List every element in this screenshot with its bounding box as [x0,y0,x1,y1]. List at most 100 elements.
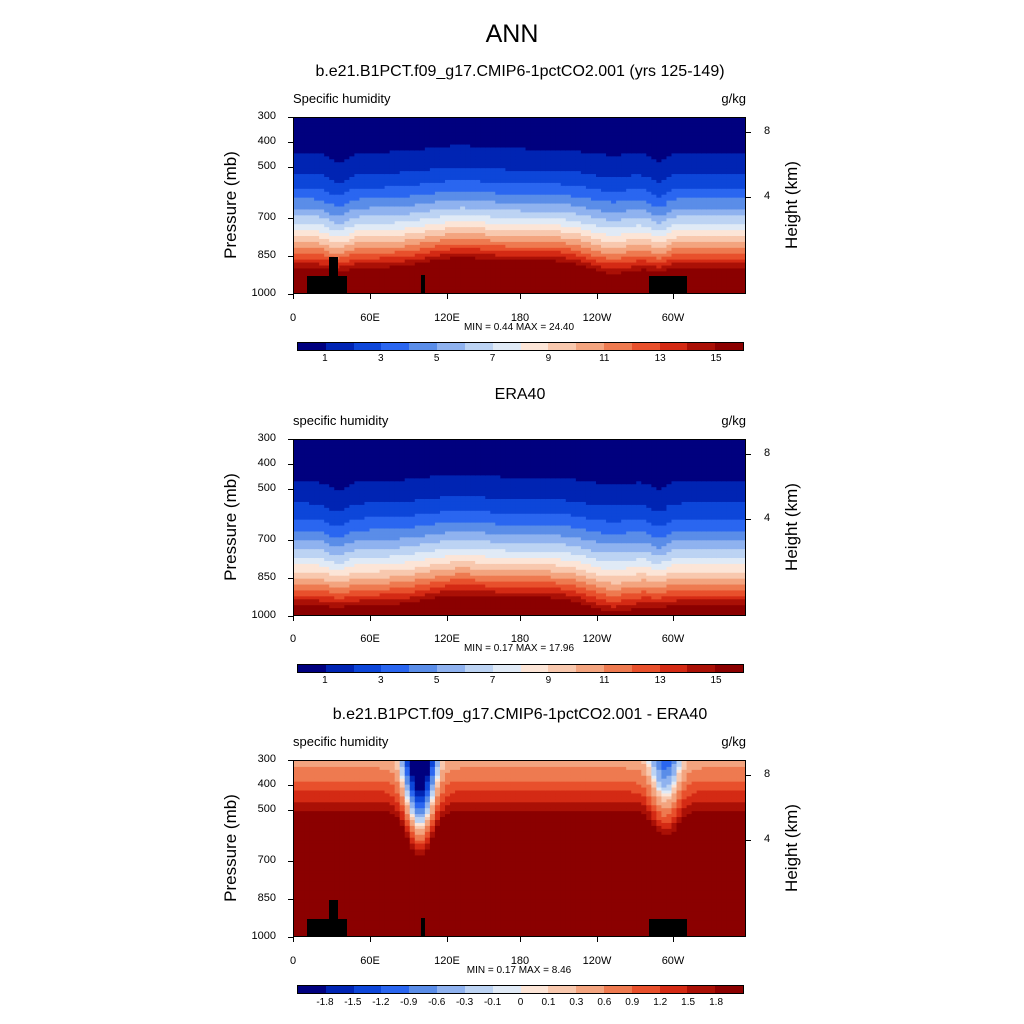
x-tick-label: 60W [661,312,685,324]
page-title: ANN [485,20,539,48]
height-tick-label: 4 [764,512,771,524]
height-tick-mark [746,197,751,198]
y-tick-label: 300 [257,432,276,444]
x-tick-label: 60W [661,955,685,967]
colorbar-label: 5 [433,675,440,686]
colorbar-label: 0 [517,997,524,1008]
colorbar-label: 0.9 [625,997,640,1008]
units-label: g/kg [721,413,746,428]
y-axis-title-right: Height (km) [782,804,801,892]
colorbar-label: 1.5 [681,997,696,1008]
colorbar-swatch [520,986,549,993]
contour-plot [293,439,746,616]
colorbar-label: 15 [710,353,722,364]
colorbar-swatch [492,986,521,993]
y-tick-label: 400 [257,135,276,147]
colorbar-label: -0.3 [456,997,474,1008]
y-tick-mark [288,578,293,579]
colorbar-label: -0.1 [483,997,502,1008]
colorbar [297,342,744,351]
height-tick-label: 8 [764,447,771,459]
y-tick-label: 850 [257,249,276,261]
colorbar-label: 1.8 [709,997,724,1008]
x-tick-label: 120W [582,312,612,324]
variable-label: Specific humidity [293,91,391,106]
colorbar-swatch [409,343,438,350]
y-tick-mark [288,937,293,938]
x-tick-mark [293,294,294,299]
x-tick-label: 0 [289,312,297,324]
colorbar-swatch [520,343,549,350]
units-label: g/kg [721,91,746,106]
colorbar [297,664,744,673]
y-tick-mark [288,218,293,219]
colorbar-label: 5 [433,353,440,364]
x-tick-mark [370,937,371,942]
colorbar-swatch [687,665,716,672]
x-tick-mark [673,616,674,621]
contour-field [294,118,745,293]
y-axis-title: Pressure (mb) [221,151,240,259]
topography-mask [329,900,338,936]
y-tick-label: 400 [257,778,276,790]
colorbar-swatch [381,665,410,672]
colorbar-swatch [353,343,382,350]
topography-mask [421,918,425,936]
colorbar-label: 13 [654,675,666,686]
colorbar-swatch [603,343,632,350]
x-tick-mark [597,294,598,299]
topography-mask [649,919,687,936]
x-tick-mark [597,937,598,942]
y-tick-label: 850 [257,571,276,583]
y-tick-label: 300 [257,753,276,765]
colorbar-swatch [464,665,493,672]
x-tick-mark [293,937,294,942]
colorbar-swatch [409,665,438,672]
height-tick-label: 4 [764,833,771,845]
y-tick-label: 700 [257,854,276,866]
colorbar-swatch [576,665,604,672]
colorbar-label: 15 [710,675,722,686]
y-tick-mark [288,294,293,295]
colorbar-swatch [603,986,632,993]
x-tick-mark [370,294,371,299]
colorbar-swatch [603,665,632,672]
colorbar-swatch [631,665,660,672]
y-tick-mark [288,810,293,811]
height-tick-mark [746,775,751,776]
colorbar-label: -1.5 [344,997,362,1008]
min-max-label: MIN = 0.44 MAX = 24.40 [463,322,575,333]
x-tick-mark [447,616,448,621]
x-tick-mark [673,294,674,299]
colorbar-swatch [492,343,521,350]
colorbar-swatch [548,665,577,672]
y-axis-title-right: Height (km) [782,483,801,571]
x-tick-label: 120W [582,955,612,967]
y-tick-label: 850 [257,892,276,904]
x-tick-mark [673,937,674,942]
y-tick-mark [288,540,293,541]
x-tick-mark [520,937,521,942]
x-tick-mark [293,616,294,621]
colorbar-swatch [353,665,382,672]
x-tick-label: 60E [360,955,380,967]
colorbar-label: 11 [599,353,610,364]
x-tick-label: 120W [582,633,612,645]
x-tick-label: 120E [434,633,460,645]
colorbar-swatch [325,343,354,350]
colorbar-swatch [548,343,577,350]
colorbar-swatch [464,986,493,993]
colorbar-label: -1.2 [372,997,390,1008]
height-tick-mark [746,840,751,841]
x-tick-label: 180 [510,633,530,645]
panel-title: ERA40 [494,386,546,403]
x-tick-label: 0 [289,955,297,967]
variable-label: specific humidity [293,413,389,428]
colorbar-label: 3 [378,353,384,364]
colorbar-label: 7 [489,675,496,686]
colorbar-label: 9 [545,353,552,364]
y-tick-mark [288,861,293,862]
colorbar-label: 9 [545,675,552,686]
colorbar-swatch [464,343,493,350]
x-tick-mark [447,294,448,299]
